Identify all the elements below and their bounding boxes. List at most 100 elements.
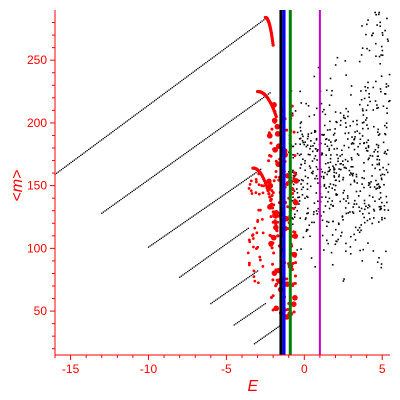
data-point bbox=[91, 146, 93, 148]
data-point bbox=[299, 90, 301, 93]
data-point bbox=[368, 182, 371, 185]
data-point bbox=[367, 139, 370, 141]
data-point bbox=[305, 145, 308, 148]
data-point bbox=[190, 268, 192, 270]
data-point bbox=[210, 58, 212, 60]
data-point bbox=[315, 210, 318, 212]
data-point bbox=[355, 203, 358, 205]
data-point bbox=[271, 262, 275, 266]
data-point bbox=[326, 129, 329, 131]
data-point bbox=[365, 149, 368, 152]
data-point bbox=[245, 178, 247, 181]
data-point bbox=[86, 149, 88, 152]
data-point bbox=[355, 190, 358, 193]
data-point bbox=[157, 97, 159, 100]
data-point bbox=[354, 136, 356, 138]
data-point bbox=[372, 250, 375, 252]
data-point bbox=[334, 64, 337, 66]
data-point bbox=[291, 234, 295, 238]
data-point bbox=[291, 261, 295, 265]
data-point bbox=[136, 113, 138, 115]
data-point bbox=[272, 213, 276, 217]
data-point bbox=[173, 161, 175, 163]
y-tick-label: 250 bbox=[27, 53, 47, 67]
data-point bbox=[253, 173, 255, 175]
data-point bbox=[321, 196, 323, 198]
data-point bbox=[221, 295, 223, 297]
data-point bbox=[342, 163, 345, 166]
data-point bbox=[385, 153, 388, 155]
data-point bbox=[365, 141, 368, 144]
data-point bbox=[328, 104, 331, 106]
data-point bbox=[375, 80, 377, 83]
data-point bbox=[200, 65, 202, 67]
data-point bbox=[347, 132, 350, 134]
data-point bbox=[285, 277, 289, 281]
data-point bbox=[101, 212, 103, 214]
data-point bbox=[293, 216, 296, 218]
data-point bbox=[292, 171, 296, 175]
data-point bbox=[244, 229, 246, 232]
data-point bbox=[266, 132, 273, 139]
data-point bbox=[301, 194, 304, 196]
data-point bbox=[229, 120, 231, 123]
data-point bbox=[300, 178, 303, 181]
data-point bbox=[255, 271, 257, 273]
data-point bbox=[284, 281, 290, 287]
data-point bbox=[372, 32, 374, 35]
data-point bbox=[99, 140, 101, 142]
data-point bbox=[268, 154, 272, 158]
data-point bbox=[162, 236, 164, 238]
data-point bbox=[306, 182, 309, 185]
data-point bbox=[386, 149, 389, 151]
data-point bbox=[360, 207, 363, 210]
data-point bbox=[305, 102, 307, 105]
data-point bbox=[263, 336, 265, 338]
data-point bbox=[293, 254, 297, 258]
data-point bbox=[353, 180, 356, 183]
data-point bbox=[363, 170, 365, 172]
data-point bbox=[345, 212, 348, 215]
data-point bbox=[293, 281, 297, 285]
data-point bbox=[264, 302, 267, 305]
data-point bbox=[382, 141, 385, 144]
data-point bbox=[113, 129, 116, 132]
data-point bbox=[377, 146, 380, 149]
data-point bbox=[380, 90, 382, 93]
data-point bbox=[304, 175, 307, 178]
data-point bbox=[293, 199, 299, 206]
data-point bbox=[225, 243, 227, 245]
data-point bbox=[314, 177, 316, 180]
data-point bbox=[236, 235, 238, 237]
data-point bbox=[324, 143, 326, 146]
data-point bbox=[321, 152, 324, 155]
data-point bbox=[365, 205, 367, 208]
data-point bbox=[385, 195, 388, 198]
data-point bbox=[321, 219, 324, 222]
data-point bbox=[237, 184, 239, 186]
data-point bbox=[375, 188, 377, 190]
data-point bbox=[254, 309, 257, 311]
data-point bbox=[382, 166, 384, 169]
data-point bbox=[345, 126, 347, 128]
data-point bbox=[256, 281, 260, 285]
data-point bbox=[329, 161, 332, 164]
data-point bbox=[344, 122, 347, 124]
data-point bbox=[264, 335, 267, 337]
data-point bbox=[248, 107, 250, 109]
data-point bbox=[327, 191, 330, 193]
data-point bbox=[334, 184, 337, 187]
data-point bbox=[334, 243, 337, 246]
data-point bbox=[152, 243, 154, 245]
data-point bbox=[336, 147, 338, 150]
data-point bbox=[117, 201, 119, 203]
data-point bbox=[210, 253, 213, 256]
data-point bbox=[375, 13, 377, 16]
data-point bbox=[387, 40, 389, 42]
data-point bbox=[296, 249, 299, 251]
data-point bbox=[59, 170, 61, 172]
data-point bbox=[113, 203, 116, 205]
data-point bbox=[255, 247, 258, 251]
data-point bbox=[128, 119, 130, 121]
data-point bbox=[307, 135, 309, 138]
